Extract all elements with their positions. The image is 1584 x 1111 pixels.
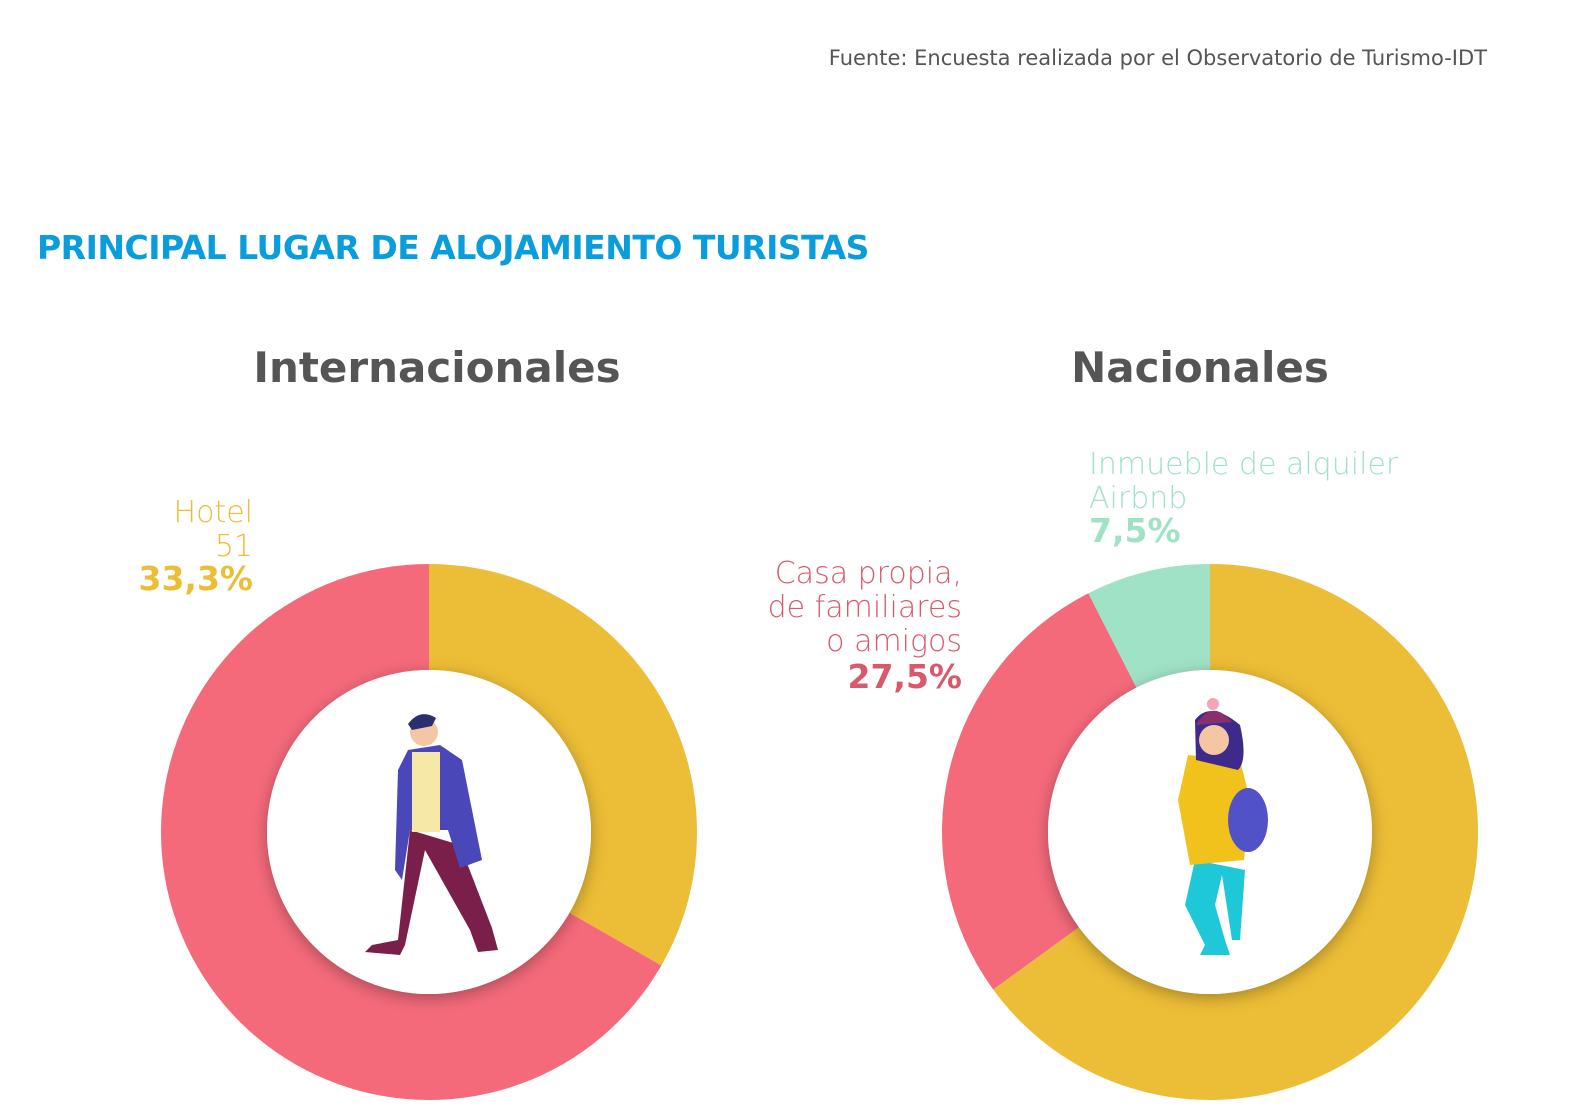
page-title: PRINCIPAL LUGAR DE ALOJAMIENTO TURISTAS	[37, 228, 869, 267]
donut-segment	[160, 564, 662, 1100]
donut-segment	[993, 564, 1479, 1101]
value-label: 27,5%	[847, 657, 963, 696]
category-label: Inmueble de alquiler Airbnb	[1089, 447, 1399, 516]
man-illustration	[365, 714, 498, 955]
donut-segment	[942, 593, 1137, 990]
chart-title: Nacionales	[1071, 343, 1329, 392]
value-label: 7,5%	[1089, 511, 1181, 550]
chart-title: Internacionales	[253, 343, 621, 392]
source-note: Fuente: Encuesta realizada por el Observ…	[828, 46, 1487, 70]
value-label: 33,3%	[138, 559, 254, 598]
rings	[160, 564, 1479, 1101]
woman-illustration	[1178, 698, 1268, 955]
donut-segment	[1088, 564, 1210, 688]
count-label: 51	[214, 529, 253, 564]
category-label: Casa propia, de familiares o amigos	[767, 556, 962, 659]
category-label: Hotel	[173, 495, 253, 530]
donut-segment	[429, 564, 697, 966]
